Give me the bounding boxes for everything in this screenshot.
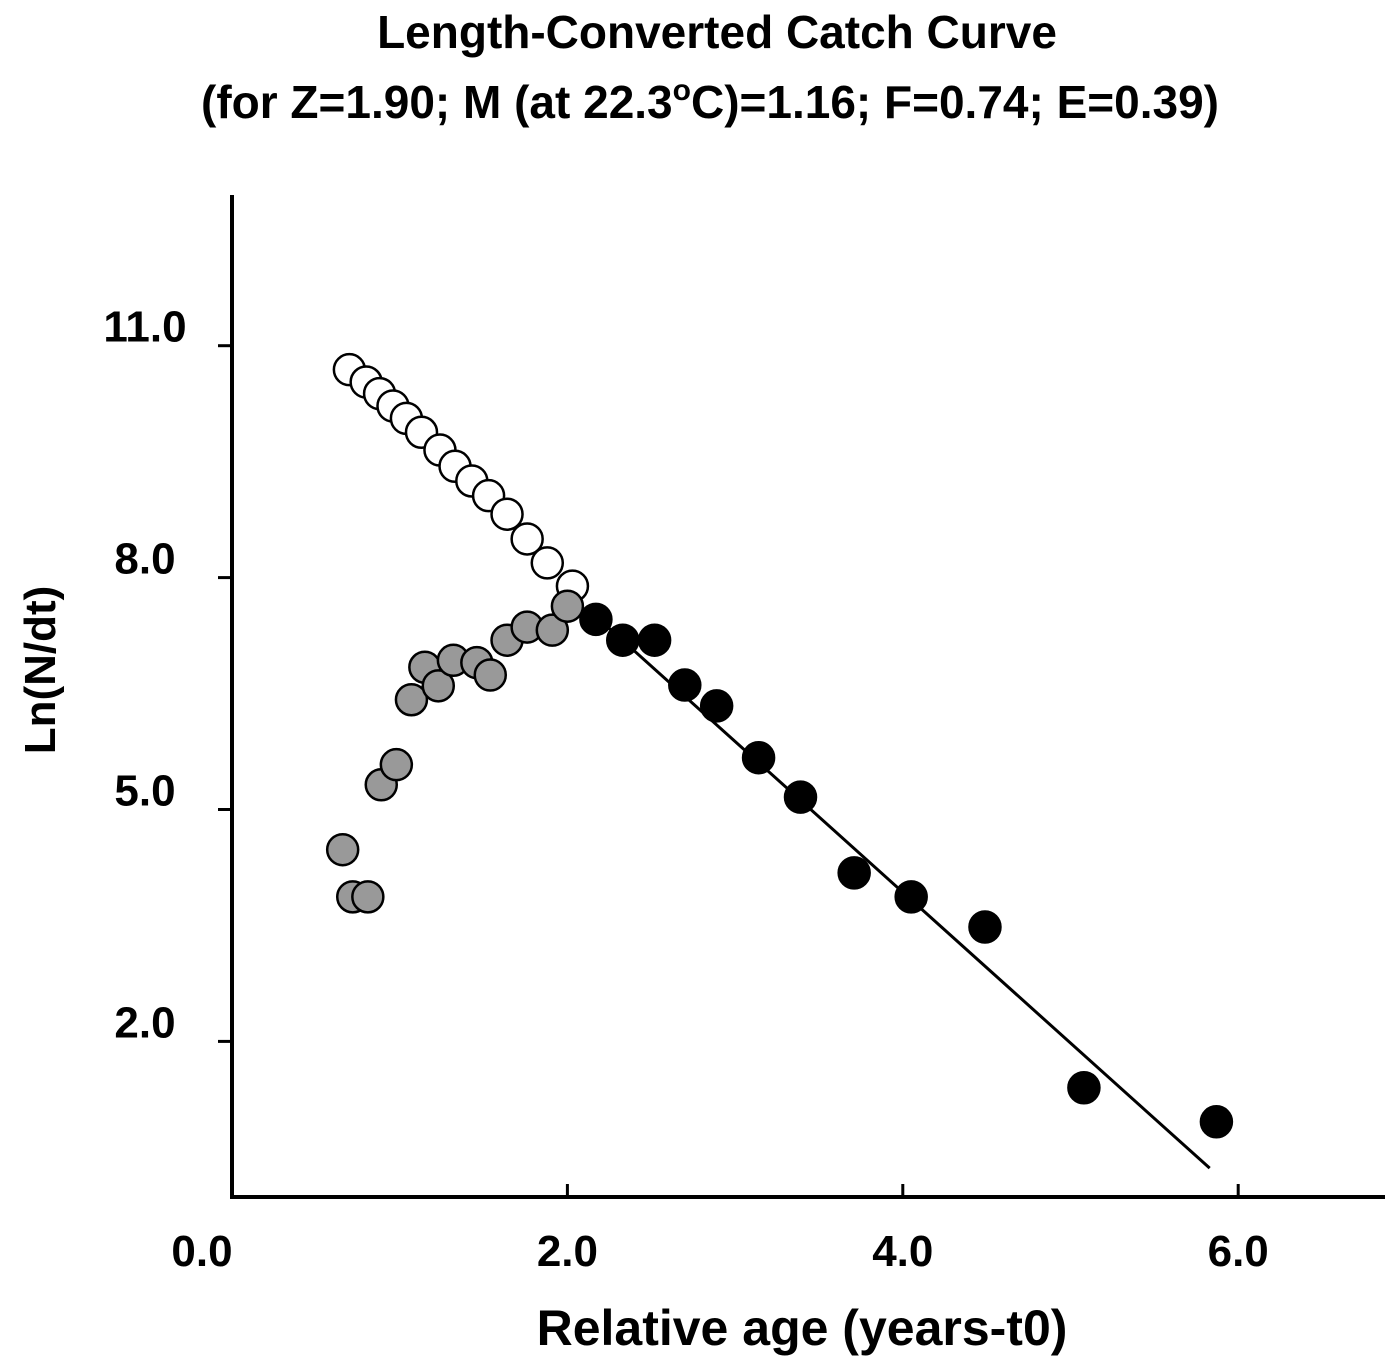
data-point-series-1 — [351, 880, 385, 914]
x-tick-label: 0.0 — [171, 1227, 232, 1276]
data-point-series-1 — [379, 747, 414, 782]
data-point-series-2 — [783, 780, 818, 814]
chart-title: Length-Converted Catch Curve — [377, 6, 1057, 58]
data-point-series-2 — [968, 910, 1002, 944]
data-point-series-1 — [473, 658, 508, 692]
data-point-series-1 — [421, 669, 456, 703]
y-tick-label: 8.0 — [114, 535, 175, 584]
x-axis-label: Relative age (years-t0) — [537, 1300, 1068, 1356]
data-point-series-1 — [535, 613, 570, 647]
data-point-series-2 — [699, 689, 734, 723]
data-point-series-0 — [490, 497, 524, 531]
y-tick-label: 5.0 — [114, 767, 175, 816]
data-point-series-2 — [894, 880, 928, 914]
data-point-series-1 — [325, 832, 360, 867]
data-point-series-0 — [510, 522, 544, 556]
data-point-series-2 — [741, 740, 776, 775]
data-point-series-0 — [530, 546, 565, 580]
y-tick-label: 2.0 — [114, 998, 175, 1047]
data-point-series-2 — [637, 623, 672, 657]
data-point-series-2 — [837, 856, 871, 890]
data-point-series-1 — [394, 682, 429, 717]
data-point-series-2 — [579, 602, 613, 637]
data-point-series-2 — [1199, 1105, 1234, 1139]
chart-subtitle: (for Z=1.90; M (at 22.3oC)=1.16; F=0.74;… — [201, 74, 1219, 128]
data-point-series-2 — [1067, 1071, 1101, 1105]
x-tick-label: 2.0 — [537, 1227, 598, 1276]
data-point-series-2 — [605, 623, 640, 657]
y-tick-label: 11.0 — [103, 303, 186, 352]
x-tick-label: 6.0 — [1208, 1227, 1269, 1276]
y-axis-label: Ln(N/dt) — [16, 586, 65, 755]
data-point-series-1 — [550, 589, 585, 623]
x-tick-label: 4.0 — [872, 1227, 933, 1276]
data-point-series-2 — [668, 668, 702, 702]
